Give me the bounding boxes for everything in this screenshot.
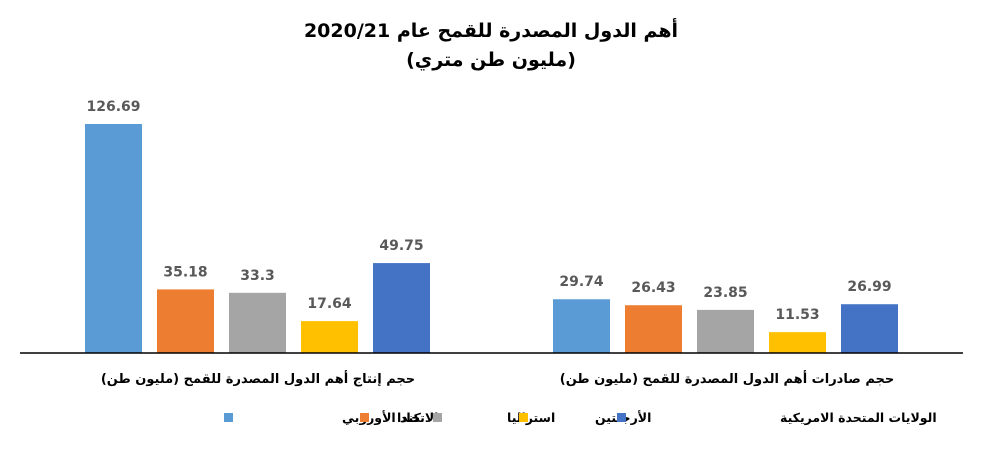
data-label: 29.74 <box>559 274 604 290</box>
data-label: 26.99 <box>847 279 891 295</box>
bar <box>157 289 214 353</box>
bars-group: 126.69 29.74 35.18 26.43 33.3 23.85 17.64 11.53… <box>85 99 898 353</box>
category-label: حجم إنتاج أهم الدول المصدرة للقمح (مليون… <box>101 370 415 387</box>
bar <box>229 292 286 353</box>
bar <box>553 299 610 353</box>
data-label: 23.85 <box>703 285 747 301</box>
bar <box>841 304 898 353</box>
bar <box>769 332 826 353</box>
bar <box>625 305 682 353</box>
data-label: 33.3 <box>240 268 275 284</box>
legend-swatch <box>519 413 528 422</box>
data-label: 26.43 <box>631 280 675 296</box>
legend-label: استراليا <box>507 410 555 425</box>
chart-title: أهم الدول المصدرة للقمح عام 2020/21 <box>304 18 678 42</box>
bar <box>301 321 358 353</box>
legend-swatch <box>617 413 626 422</box>
bar <box>85 124 142 353</box>
data-label: 126.69 <box>86 99 140 115</box>
bar <box>373 263 430 353</box>
legend-label: الولايات المتحدة الامريكية <box>780 410 937 425</box>
chart-subtitle: (مليون طن متري) <box>406 49 576 72</box>
legend-swatch <box>360 413 369 422</box>
legend-swatch <box>433 413 442 422</box>
category-labels: حجم إنتاج أهم الدول المصدرة للقمح (مليون… <box>101 370 894 387</box>
data-label: 11.53 <box>775 307 819 323</box>
legend-label: الاتحاد الأوروبي <box>342 410 438 425</box>
legend-label: كندا <box>397 410 422 425</box>
data-label: 17.64 <box>307 296 352 312</box>
data-label: 35.18 <box>163 264 207 280</box>
category-label: حجم صادرات أهم الدول المصدرة للقمح (مليو… <box>560 370 895 387</box>
data-label: 49.75 <box>379 238 423 254</box>
bar <box>697 309 754 353</box>
legend-swatch <box>224 413 233 422</box>
legend: الاتحاد الأوروبيكندااسترالياالأرجنتينالو… <box>224 410 937 425</box>
